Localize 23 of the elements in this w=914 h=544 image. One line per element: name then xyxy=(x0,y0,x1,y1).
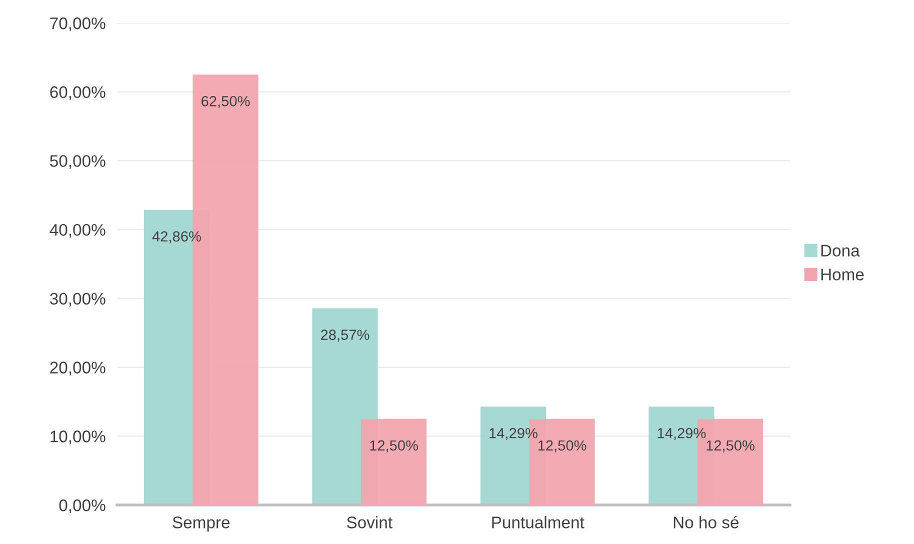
y-tick-label: 0,00% xyxy=(59,499,106,514)
legend-label: Home xyxy=(821,268,864,280)
data-label: 28,57% xyxy=(320,330,370,342)
y-tick-label: 10,00% xyxy=(50,430,106,444)
x-tick-label: Sovint xyxy=(346,516,392,528)
legend-label: Dona xyxy=(821,244,860,257)
data-label: 14,29% xyxy=(658,428,706,440)
y-tick-label: 20,00% xyxy=(50,362,106,376)
data-label: 12,50% xyxy=(538,440,586,452)
bar xyxy=(360,418,427,505)
data-label: 12,50% xyxy=(370,440,418,452)
x-tick-label: Sempre xyxy=(172,516,230,532)
y-tick-label: 30,00% xyxy=(50,292,106,307)
y-tick-label: 70,00% xyxy=(50,17,106,32)
y-tick-label: 50,00% xyxy=(50,155,106,169)
data-label: 62,50% xyxy=(202,96,250,108)
y-tick-label: 60,00% xyxy=(50,86,106,100)
data-label: 14,29% xyxy=(490,428,538,440)
x-tick-label: No ho sé xyxy=(674,516,738,528)
x-tick-label: Puntualment xyxy=(492,516,584,528)
data-label: 42,86% xyxy=(152,231,201,244)
y-tick-label: 40,00% xyxy=(50,224,106,238)
data-label: 12,50% xyxy=(706,440,754,452)
